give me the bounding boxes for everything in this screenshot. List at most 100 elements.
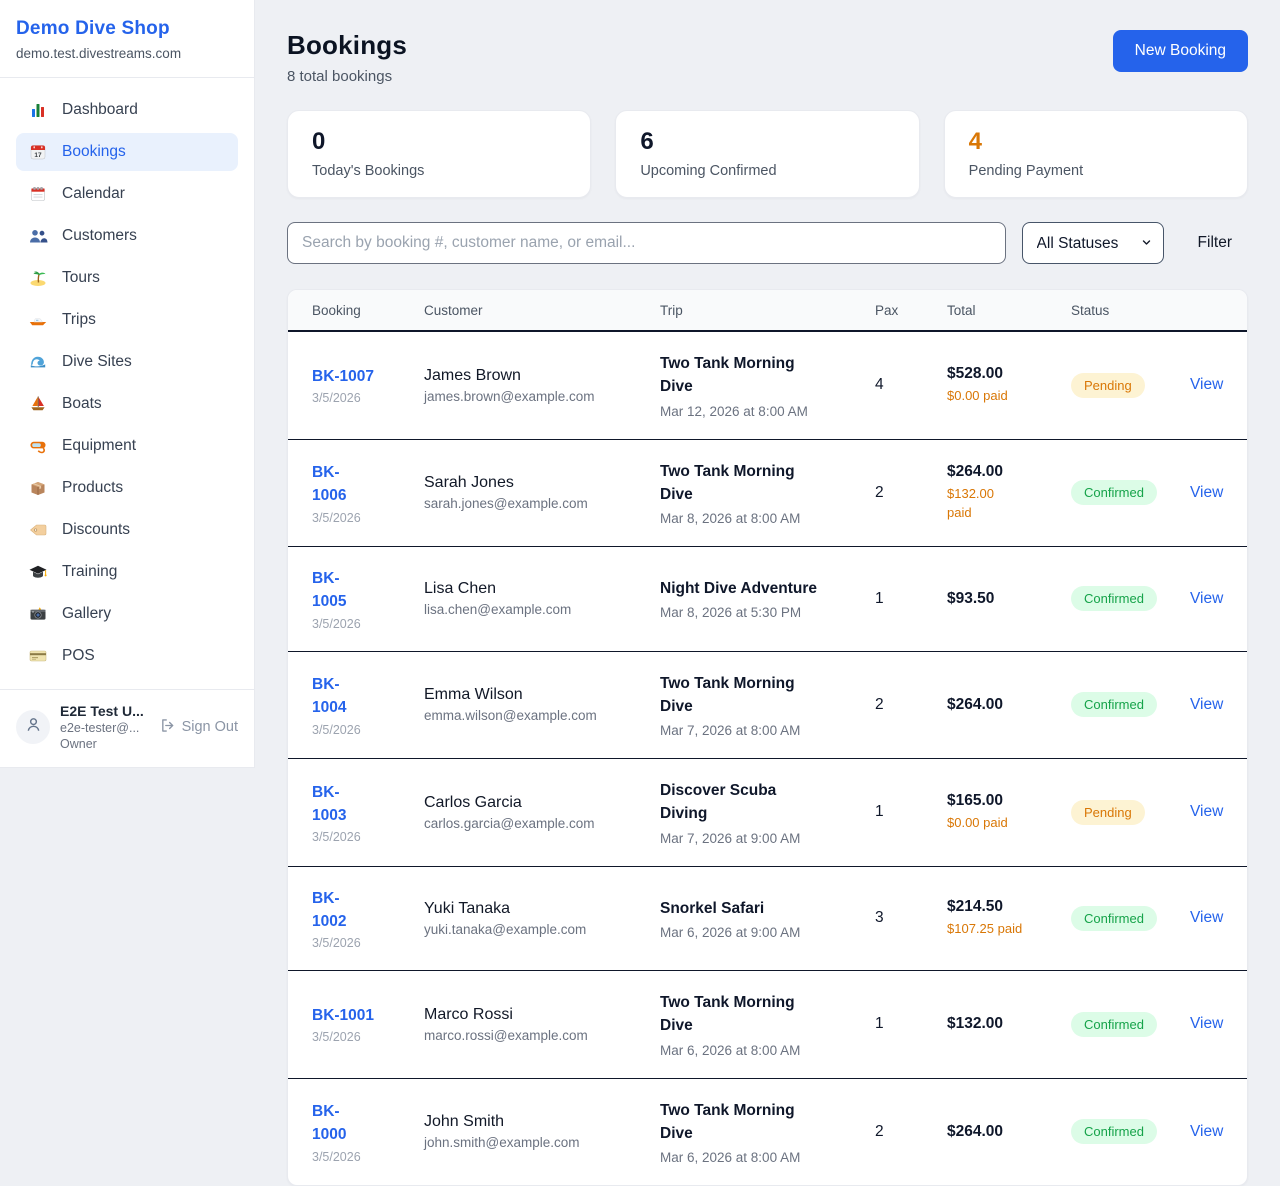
stats-row: 0 Today's Bookings 6 Upcoming Confirmed …: [287, 110, 1248, 198]
shop-name: Demo Dive Shop: [16, 18, 170, 39]
stat-card-pending-payment: 4 Pending Payment: [943, 110, 1248, 198]
view-link[interactable]: View: [1190, 589, 1224, 607]
graduation-cap-icon: [28, 562, 48, 582]
trip-name: Two Tank Morning Dive: [660, 355, 795, 396]
customer-name: Lisa Chen: [424, 580, 497, 598]
column-header-booking: Booking: [312, 302, 361, 318]
booking-link[interactable]: BK-1000: [312, 1103, 347, 1144]
trip-name: Two Tank Morning Dive: [660, 1101, 795, 1142]
booking-link[interactable]: BK-1002: [312, 889, 347, 930]
sidebar-item-products[interactable]: Products: [16, 469, 238, 507]
trip-cell: Two Tank Morning Dive Mar 8, 2026 at 8:00…: [660, 460, 875, 527]
view-link[interactable]: View: [1190, 483, 1224, 501]
sidebar-item-bookings[interactable]: 17 Bookings: [16, 133, 238, 171]
customer-name: James Brown: [424, 366, 521, 384]
sidebar-item-label: POS: [62, 647, 95, 664]
filter-button[interactable]: Filter: [1182, 234, 1248, 252]
status-filter-select[interactable]: All Statuses: [1021, 222, 1164, 264]
total-cell: $528.00 $0.00 paid: [947, 365, 1071, 406]
view-link[interactable]: View: [1190, 909, 1224, 927]
svg-text:17: 17: [34, 152, 42, 159]
bar-chart-icon: [28, 100, 48, 120]
sidebar-item-trips[interactable]: Trips: [16, 301, 238, 339]
sidebar-item-dashboard[interactable]: Dashboard: [16, 91, 238, 129]
trip-cell: Two Tank Morning Dive Mar 6, 2026 at 8:00…: [660, 991, 875, 1058]
booking-cell: BK-1001 3/5/2026: [312, 1004, 424, 1044]
total-amount: $264.00: [947, 462, 1004, 480]
status-badge: Confirmed: [1071, 480, 1157, 506]
trip-cell: Snorkel Safari Mar 6, 2026 at 9:00 AM: [660, 897, 875, 940]
pax-count: 1: [875, 1015, 884, 1033]
trip-datetime: Mar 8, 2026 at 8:00 AM: [660, 511, 801, 526]
sidebar-item-pos[interactable]: POS: [16, 637, 238, 675]
sidebar-item-customers[interactable]: Customers: [16, 217, 238, 255]
booking-link[interactable]: BK-1003: [312, 783, 347, 824]
paid-amount: $107.25 paid: [947, 920, 1023, 936]
booking-link[interactable]: BK-1004: [312, 676, 347, 717]
trip-name: Two Tank Morning Dive: [660, 462, 795, 503]
booking-link[interactable]: BK-1005: [312, 570, 347, 611]
pax-count: 2: [875, 1122, 884, 1140]
customer-email: lisa.chen@example.com: [424, 602, 572, 618]
sidebar-item-label: Dive Sites: [62, 353, 132, 370]
customer-cell: Lisa Chen lisa.chen@example.com: [424, 580, 660, 617]
view-link[interactable]: View: [1190, 1015, 1224, 1033]
actions-cell: View: [1190, 590, 1223, 608]
status-cell: Confirmed: [1071, 905, 1190, 931]
status-cell: Confirmed: [1071, 586, 1190, 612]
actions-cell: View: [1190, 909, 1223, 927]
status-badge: Pending: [1071, 372, 1145, 398]
sign-out-button[interactable]: Sign Out: [159, 717, 238, 738]
booking-link[interactable]: BK-1007: [312, 368, 375, 386]
booking-link[interactable]: BK-1001: [312, 1007, 375, 1025]
sidebar-item-gallery[interactable]: Gallery: [16, 595, 238, 633]
view-link[interactable]: View: [1190, 803, 1224, 821]
actions-cell: View: [1190, 1015, 1223, 1033]
total-cell: $264.00: [947, 1123, 1071, 1141]
total-amount: $214.50: [947, 897, 1004, 915]
table-row: BK-1003 3/5/2026 Carlos Garcia carlos.garci…: [288, 759, 1247, 867]
actions-cell: View: [1190, 484, 1223, 502]
new-booking-button[interactable]: New Booking: [1112, 30, 1248, 72]
customer-cell: Carlos Garcia carlos.garcia@example.com: [424, 794, 660, 831]
stat-label: Upcoming Confirmed: [640, 163, 777, 179]
customer-email: sarah.jones@example.com: [424, 496, 588, 512]
stat-value: 6: [640, 128, 654, 155]
total-cell: $214.50 $107.25 paid: [947, 898, 1071, 939]
actions-cell: View: [1190, 803, 1223, 821]
stat-card-upcoming-confirmed: 6 Upcoming Confirmed: [615, 110, 920, 198]
trip-datetime: Mar 6, 2026 at 9:00 AM: [660, 924, 801, 940]
pax-cell: 2: [875, 484, 947, 502]
customer-email: emma.wilson@example.com: [424, 708, 597, 724]
sidebar-item-boats[interactable]: Boats: [16, 385, 238, 423]
sidebar-item-dive-sites[interactable]: Dive Sites: [16, 343, 238, 381]
credit-card-icon: [28, 646, 48, 666]
view-link[interactable]: View: [1190, 376, 1224, 394]
booking-cell: BK-1004 3/5/2026: [312, 673, 424, 737]
booking-date: 3/5/2026: [312, 616, 361, 631]
booking-link[interactable]: BK-1006: [312, 464, 347, 505]
stat-value: 0: [312, 128, 326, 155]
customer-name: Marco Rossi: [424, 1005, 513, 1023]
table-row: BK-1001 3/5/2026 Marco Rossi marco.rossi@ex…: [288, 971, 1247, 1079]
status-cell: Pending: [1071, 372, 1190, 398]
view-link[interactable]: View: [1190, 695, 1224, 713]
column-header-trip: Trip: [660, 302, 683, 318]
pax-cell: 2: [875, 696, 947, 714]
total-amount: $165.00: [947, 791, 1004, 809]
paid-amount: $132.00 paid: [947, 485, 994, 520]
trip-datetime: Mar 6, 2026 at 8:00 AM: [660, 1150, 801, 1165]
sidebar-item-discounts[interactable]: Discounts: [16, 511, 238, 549]
sidebar-item-training[interactable]: Training: [16, 553, 238, 591]
total-cell: $165.00 $0.00 paid: [947, 792, 1071, 833]
pax-cell: 2: [875, 1123, 947, 1141]
status-cell: Pending: [1071, 799, 1190, 825]
view-link[interactable]: View: [1190, 1122, 1224, 1140]
search-input[interactable]: [287, 222, 1006, 264]
total-cell: $132.00: [947, 1015, 1071, 1033]
sidebar-item-calendar[interactable]: Calendar: [16, 175, 238, 213]
booking-cell: BK-1003 3/5/2026: [312, 781, 424, 845]
sidebar-item-equipment[interactable]: Equipment: [16, 427, 238, 465]
sidebar-item-tours[interactable]: Tours: [16, 259, 238, 297]
sidebar-item-label: Discounts: [62, 521, 131, 538]
